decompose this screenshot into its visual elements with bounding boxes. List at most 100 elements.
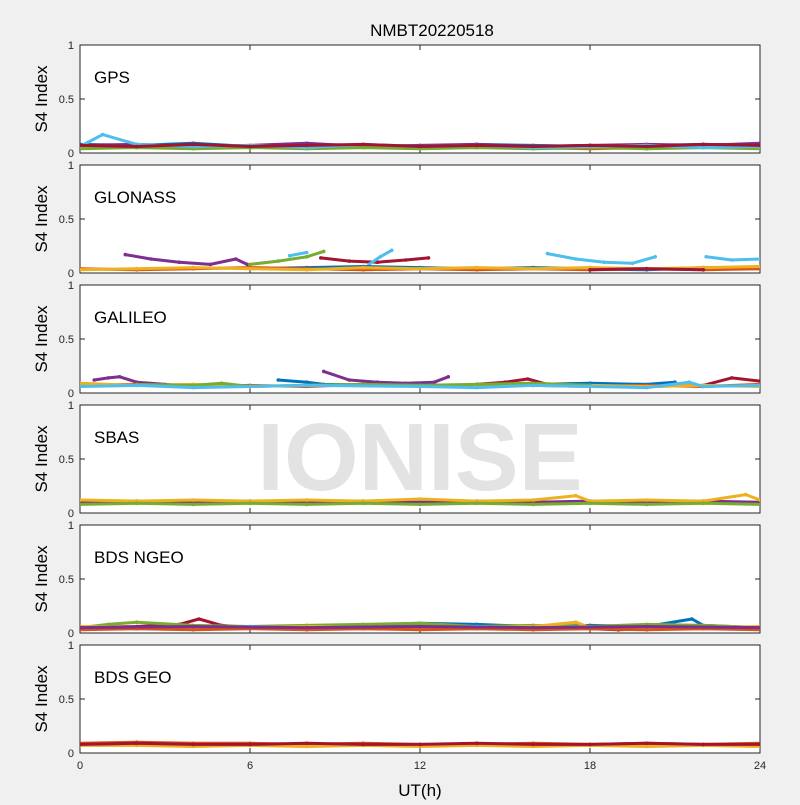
data-point bbox=[304, 254, 309, 259]
y-tick-label: 0 bbox=[68, 268, 74, 280]
data-point bbox=[123, 252, 128, 257]
data-point bbox=[531, 502, 536, 507]
data-point bbox=[149, 257, 153, 261]
panel-bds-ngeo: 0 0.5 1 S4 Index BDS NGEO bbox=[32, 520, 761, 640]
x-tick-label: 6 bbox=[247, 760, 253, 772]
data-point bbox=[80, 268, 82, 272]
data-point bbox=[106, 622, 111, 627]
y-axis-label: S4 Index bbox=[32, 65, 51, 133]
data-point bbox=[234, 257, 238, 261]
y-tick-label: 0 bbox=[68, 508, 74, 520]
panel-label: GLONASS bbox=[94, 188, 176, 207]
data-point bbox=[319, 256, 323, 260]
data-point bbox=[701, 145, 706, 150]
data-point bbox=[248, 266, 252, 271]
data-layer bbox=[80, 132, 760, 151]
data-point bbox=[191, 498, 196, 502]
data-point bbox=[758, 143, 760, 148]
data-point bbox=[545, 251, 550, 256]
plot-area bbox=[79, 44, 761, 154]
series-line bbox=[288, 251, 309, 258]
data-point bbox=[588, 143, 592, 148]
y-tick-label: 0 bbox=[68, 388, 74, 400]
x-tick-label: 12 bbox=[414, 760, 426, 772]
data-point bbox=[191, 628, 196, 632]
data-point bbox=[758, 742, 760, 747]
y-tick-label: 0 bbox=[68, 628, 74, 640]
data-point bbox=[347, 259, 352, 263]
y-tick-label: 0 bbox=[68, 748, 74, 760]
data-point bbox=[758, 264, 760, 269]
data-point bbox=[474, 265, 479, 270]
data-point bbox=[134, 266, 139, 271]
y-axis-label: S4 Index bbox=[32, 305, 51, 373]
data-point bbox=[574, 257, 578, 261]
x-tick-label: 18 bbox=[584, 760, 596, 772]
data-point bbox=[758, 379, 760, 383]
y-tick-label: 1 bbox=[68, 400, 74, 412]
y-axis-label: S4 Index bbox=[32, 665, 51, 733]
data-point bbox=[347, 378, 352, 382]
data-point bbox=[418, 621, 422, 626]
data-point bbox=[574, 620, 578, 624]
data-point bbox=[191, 265, 196, 270]
data-point bbox=[644, 498, 649, 502]
panel-glonass: 0 0.5 1 S4 Index GLONASS bbox=[32, 160, 761, 280]
y-tick-label: 1 bbox=[68, 40, 74, 52]
x-tick-label: 0 bbox=[77, 760, 83, 772]
data-point bbox=[304, 502, 309, 507]
data-point bbox=[100, 132, 105, 137]
series-line bbox=[322, 369, 450, 385]
data-point bbox=[432, 380, 437, 385]
data-point bbox=[191, 624, 196, 629]
data-point bbox=[701, 501, 706, 506]
data-point bbox=[321, 369, 326, 374]
data-point bbox=[574, 493, 578, 498]
data-point bbox=[219, 381, 224, 386]
data-point bbox=[531, 498, 536, 502]
plot-area bbox=[79, 404, 761, 514]
plot-area bbox=[79, 524, 761, 634]
data-point bbox=[361, 145, 366, 150]
y-tick-label: 0.5 bbox=[59, 94, 74, 106]
data-point bbox=[276, 259, 281, 263]
data-layer bbox=[80, 369, 760, 390]
data-point bbox=[80, 502, 82, 507]
panel-bds-geo: 0 0.5 1 0 6 12 18 24 S4 Index BDS GEO bbox=[32, 640, 766, 772]
data-point bbox=[361, 742, 366, 747]
data-point bbox=[375, 260, 380, 265]
data-point bbox=[80, 742, 82, 747]
panel-label: SBAS bbox=[94, 428, 139, 447]
data-point bbox=[418, 497, 422, 501]
data-point bbox=[106, 376, 111, 380]
panel-gps: 0 0.5 1 S4 Index GPS bbox=[32, 40, 761, 160]
panel-sbas: 0 0.5 1 S4 Index SBAS bbox=[32, 400, 761, 520]
x-tick-label: 24 bbox=[754, 760, 766, 772]
y-tick-label: 0.5 bbox=[59, 574, 74, 586]
data-point bbox=[418, 266, 422, 271]
data-point bbox=[304, 268, 309, 272]
data-point bbox=[389, 248, 394, 253]
data-point bbox=[134, 501, 139, 506]
data-point bbox=[191, 742, 196, 747]
data-point bbox=[644, 628, 649, 632]
y-tick-label: 0.5 bbox=[59, 214, 74, 226]
data-point bbox=[134, 741, 139, 746]
plot-area bbox=[79, 164, 761, 274]
y-axis-label: S4 Index bbox=[32, 425, 51, 493]
data-point bbox=[304, 498, 309, 502]
chart-title: NMBT20220518 bbox=[370, 21, 494, 40]
data-point bbox=[304, 383, 309, 388]
data-point bbox=[92, 378, 96, 382]
data-point bbox=[525, 377, 530, 381]
data-point bbox=[602, 260, 606, 265]
data-point bbox=[729, 258, 734, 262]
data-point bbox=[361, 501, 366, 506]
data-point bbox=[418, 742, 422, 747]
data-point bbox=[687, 380, 691, 385]
y-axis-label: S4 Index bbox=[32, 185, 51, 253]
data-point bbox=[744, 492, 748, 497]
data-point bbox=[758, 625, 760, 630]
data-point bbox=[248, 501, 252, 506]
